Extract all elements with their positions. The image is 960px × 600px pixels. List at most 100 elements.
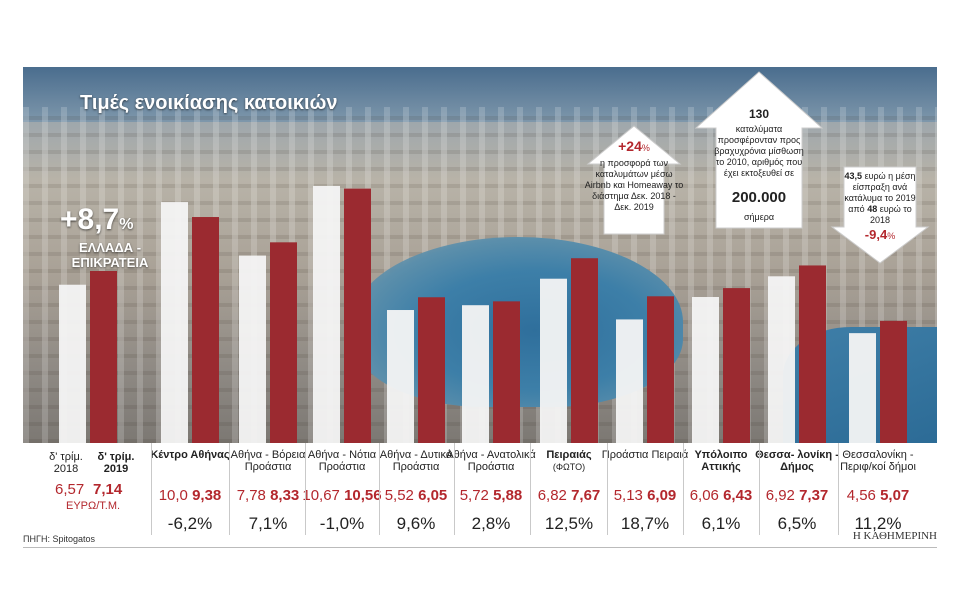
bar-q4-2018-4 bbox=[387, 310, 414, 443]
callout-airbnb-text: η προσφορά των καταλυμάτων μέσω Airbnb κ… bbox=[584, 158, 684, 212]
callout-airbnb-pct: +24% bbox=[618, 138, 650, 154]
region-group-3: Αθήνα - Δυτικά Προάστια 5,52 6,05 9,6% bbox=[370, 443, 462, 534]
region-name-text: Πειραιάς bbox=[546, 449, 592, 461]
region-name: Θεσσαλονίκη - Περιφ/κοί δήμοι bbox=[832, 443, 924, 485]
region-change-percent: -6,2% bbox=[167, 514, 213, 533]
callout-revenue-arrow-shape bbox=[830, 166, 930, 264]
region-group-5: Πειραιάς (ΦΩΤΟ) 6,82 7,67 12,5% bbox=[523, 443, 615, 534]
region-name-text: Αθήνα - Νότια Προάστια bbox=[307, 449, 377, 473]
column-separator bbox=[683, 443, 684, 535]
region-name: Αθήνα - Νότια Προάστια bbox=[296, 443, 388, 485]
callout-short-term-top: 130 bbox=[748, 107, 770, 121]
region-value-2018: 10,0 bbox=[158, 487, 188, 504]
callout-short-term: 130 καταλύματα προσφέρονταν προς βραχυχρ… bbox=[694, 70, 824, 230]
bar-q4-2018-8 bbox=[692, 297, 719, 443]
callout-revenue: 43,5 ευρώ η μέση είσπραξη ανά κατάλυμα τ… bbox=[830, 165, 930, 265]
greece-change-percent: +8,7% bbox=[60, 203, 134, 236]
region-change-percent: 2,8% bbox=[471, 514, 511, 533]
region-value-2018: 6,82 bbox=[537, 487, 567, 504]
bottom-rule bbox=[23, 547, 937, 548]
greece-value-2019: 7,14 bbox=[93, 481, 123, 498]
region-name-text: Υπόλοιπο Αττικής bbox=[694, 449, 748, 473]
region-value-2018: 6,06 bbox=[689, 487, 719, 504]
region-values: 10,0 9,38 bbox=[144, 487, 236, 504]
bar-q4-2019-5 bbox=[493, 301, 520, 443]
region-group-4: Αθήνα - Ανατολικά Προάστια 5,72 5,88 2,8% bbox=[445, 443, 537, 534]
region-change-percent: 18,7% bbox=[620, 514, 670, 533]
bar-q4-2019-2 bbox=[270, 242, 297, 443]
region-group-0: Κέντρο Αθήνας 10,0 9,38 -6,2% bbox=[144, 443, 236, 534]
callout-short-term-big: 200.000 bbox=[731, 189, 787, 206]
region-value-2018: 7,78 bbox=[236, 487, 266, 504]
callout-revenue-text: 43,5 ευρώ η μέση είσπραξη ανά κατάλυμα τ… bbox=[844, 171, 916, 225]
region-values: 6,06 6,43 bbox=[675, 487, 767, 504]
region-name-text: Προάστια Πειραιά bbox=[601, 449, 689, 461]
legend-q4-2019: δ' τρίμ. 2019 bbox=[97, 451, 135, 475]
region-name-text: Κέντρο Αθήνας bbox=[150, 449, 230, 461]
region-change-percent: 11,2% bbox=[854, 514, 902, 533]
region-value-2019: 8,33 bbox=[265, 487, 300, 504]
region-name: Αθήνα - Ανατολικά Προάστια bbox=[445, 443, 537, 485]
region-change-percent: -1,0% bbox=[319, 514, 365, 533]
region-group-2: Αθήνα - Νότια Προάστια 10,67 10,56 -1,0% bbox=[296, 443, 388, 534]
callout-airbnb: +24% η προσφορά των καταλυμάτων μέσω Air… bbox=[580, 124, 688, 236]
column-separator bbox=[530, 443, 531, 535]
chart-title: Τιμές ενοικίασης κατοικιών bbox=[80, 92, 338, 114]
region-value-2018: 6,92 bbox=[765, 487, 795, 504]
region-change-percent: 6,5% bbox=[777, 514, 817, 533]
bar-q4-2018-7 bbox=[616, 319, 643, 443]
bar-q4-2019-1 bbox=[192, 217, 219, 443]
greece-label: ΕΛΛΑΔΑ - ΕΠΙΚΡΑΤΕΙΑ bbox=[71, 240, 149, 270]
bar-q4-2019-3 bbox=[344, 188, 371, 443]
region-name: Πειραιάς (ΦΩΤΟ) bbox=[523, 443, 615, 485]
greece-value-2018: 6,57 bbox=[55, 481, 85, 498]
region-value-2019: 7,67 bbox=[566, 487, 601, 504]
region-group-1: Αθήνα - Βόρεια Προάστια 7,78 8,33 7,1% bbox=[222, 443, 314, 534]
region-values: 6,82 7,67 bbox=[523, 487, 615, 504]
region-value-2018: 4,56 bbox=[846, 487, 876, 504]
column-separator bbox=[229, 443, 230, 535]
unit-label: ΕΥΡΩ/Τ.Μ. bbox=[66, 500, 121, 512]
region-change-percent: 6,1% bbox=[701, 514, 741, 533]
bar-q4-2018-2 bbox=[239, 255, 266, 443]
region-change-percent: 7,1% bbox=[248, 514, 288, 533]
bar-q4-2018-6 bbox=[540, 278, 567, 443]
region-group-8: Θεσσα- λονίκη - Δήμος 6,92 7,37 6,5% bbox=[751, 443, 843, 534]
column-separator bbox=[454, 443, 455, 535]
publisher-brand: Η ΚΑΘΗΜΕΡΙΝΗ bbox=[852, 530, 937, 542]
callout-revenue-pct: -9,4% bbox=[864, 227, 896, 242]
legend-q4-2018: δ' τρίμ. 2018 bbox=[49, 451, 83, 475]
region-name: Αθήνα - Δυτικά Προάστια bbox=[370, 443, 462, 485]
column-separator bbox=[759, 443, 760, 535]
region-value-2019: 6,05 bbox=[413, 487, 448, 504]
region-labels-row: Κέντρο Αθήνας 10,0 9,38 -6,2% Αθήνα - Βόρει… bbox=[0, 443, 960, 543]
bar-q4-2019-10 bbox=[880, 320, 907, 443]
bar-q4-2019-8 bbox=[723, 288, 750, 443]
region-change-percent: 12,5% bbox=[544, 514, 594, 533]
column-separator bbox=[838, 443, 839, 535]
region-values: 5,72 5,88 bbox=[445, 487, 537, 504]
region-value-2019: 9,38 bbox=[187, 487, 222, 504]
bar-q4-2019-7 bbox=[647, 296, 674, 443]
column-separator bbox=[607, 443, 608, 535]
region-values: 5,52 6,05 bbox=[370, 487, 462, 504]
region-value-2019: 5,07 bbox=[875, 487, 910, 504]
region-name-text: Θεσσαλονίκη - Περιφ/κοί δήμοι bbox=[840, 449, 916, 473]
column-separator bbox=[379, 443, 380, 535]
bar-q4-2018-5 bbox=[462, 305, 489, 443]
region-values: 10,67 10,56 bbox=[296, 487, 388, 504]
bar-q4-2019-6 bbox=[571, 258, 598, 443]
region-group-6: Προάστια Πειραιά 5,13 6,09 18,7% bbox=[599, 443, 691, 534]
region-value-2019: 5,88 bbox=[488, 487, 523, 504]
region-name: Υπόλοιπο Αττικής bbox=[675, 443, 767, 485]
region-name: Αθήνα - Βόρεια Προάστια bbox=[222, 443, 314, 485]
region-value-2019: 6,09 bbox=[642, 487, 677, 504]
region-name: Θεσσα- λονίκη - Δήμος bbox=[751, 443, 843, 485]
region-name-text: Αθήνα - Δυτικά Προάστια bbox=[379, 449, 453, 473]
callout-short-term-after: σήμερα bbox=[743, 212, 775, 222]
bar-q4-2018-10 bbox=[849, 333, 876, 443]
bar-q4-2018-3 bbox=[313, 185, 340, 443]
region-name: Κέντρο Αθήνας bbox=[144, 443, 236, 485]
callout-short-term-arrow-shape bbox=[694, 71, 824, 229]
